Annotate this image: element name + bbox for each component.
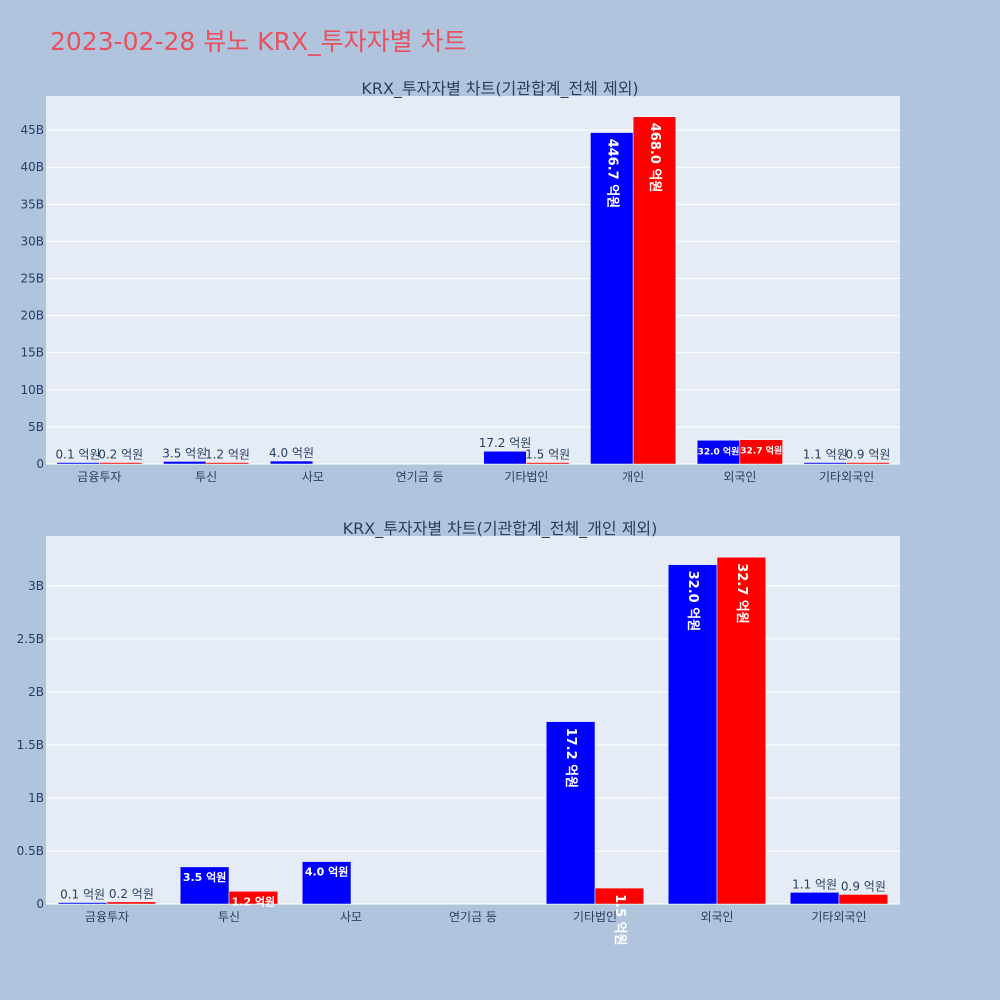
- x-tick-label: 투신: [218, 910, 240, 924]
- data-label: 1.2 억원: [232, 894, 276, 908]
- data-label: 468.0 억원: [647, 123, 662, 193]
- x-tick-label: 연기금 등: [396, 470, 444, 484]
- data-label: 0.2 억원: [109, 887, 154, 901]
- bar: [179, 866, 230, 905]
- data-label: 32.0 억원: [685, 571, 700, 632]
- bar: [106, 901, 157, 905]
- y-tick-label: 0.5B: [17, 844, 44, 858]
- chart-investor-all: 0 5B 10B 15B 20B 25B 30B 35B 40B 45B KRX_투자자별 차트(기…: [20, 79, 900, 484]
- y-tick-label: 10B: [20, 383, 44, 397]
- chart-title: KRX_투자자별 차트(기관합계_전체_개인 제외): [343, 519, 658, 539]
- bar: [594, 887, 645, 905]
- chart-investor-excl-individual: 0 0.5B 1B 1.5B 2B 2.5B 3B KRX_투자자별 차트(기관합계_전체_개…: [17, 519, 900, 946]
- data-label: 32.0 억원: [698, 445, 740, 457]
- y-tick-label: 0: [36, 897, 44, 911]
- data-label: 4.0 억원: [305, 865, 349, 879]
- data-label: 17.2 억원: [479, 436, 532, 450]
- bar: [838, 894, 889, 905]
- bar: [803, 462, 847, 465]
- bar: [632, 116, 677, 465]
- data-label: 0.1 억원: [60, 888, 105, 902]
- bar: [545, 721, 596, 905]
- chart-title: KRX_투자자별 차트(기관합계_전체 제외): [361, 79, 638, 99]
- data-label: 0.9 억원: [841, 879, 886, 893]
- bar: [846, 462, 890, 465]
- x-tick-label: 사모: [302, 470, 324, 484]
- y-tick-label: 40B: [20, 160, 44, 174]
- bar: [269, 460, 314, 465]
- x-tick-label: 개인: [622, 470, 644, 484]
- data-label: 32.7 억원: [740, 445, 782, 457]
- bar: [163, 461, 207, 465]
- data-label: 4.0 억원: [269, 446, 314, 460]
- y-tick-label: 2B: [28, 685, 44, 699]
- data-label: 1.2 억원: [205, 448, 250, 462]
- bar: [205, 462, 250, 465]
- bar: [526, 462, 570, 465]
- x-tick-label: 외국인: [700, 910, 733, 924]
- x-tick-label: 기타법인: [573, 910, 617, 924]
- x-tick-label: 외국인: [723, 470, 756, 484]
- data-label: 32.7 억원: [734, 563, 749, 624]
- y-tick-label: 20B: [20, 309, 44, 323]
- data-label: 17.2 억원: [563, 728, 578, 789]
- data-label: 1.1 억원: [792, 877, 837, 891]
- y-tick-label: 1.5B: [17, 738, 44, 752]
- bar: [483, 450, 527, 465]
- y-tick-label: 5B: [28, 420, 44, 434]
- x-tick-label: 연기금 등: [449, 910, 497, 924]
- page-title: 2023-02-28 뷰노 KRX_투자자별 차트: [50, 27, 467, 56]
- y-tick-label: 3B: [28, 579, 44, 593]
- y-tick-label: 1B: [28, 791, 44, 805]
- bar: [228, 891, 279, 905]
- data-label: 0.2 억원: [98, 448, 143, 462]
- bar: [56, 462, 100, 465]
- x-tick-label: 투신: [195, 470, 217, 484]
- y-tick-label: 15B: [20, 346, 44, 360]
- data-label: 1.5 억원: [525, 448, 570, 462]
- bar: [99, 462, 143, 465]
- y-tick-label: 35B: [20, 197, 44, 211]
- bar: [301, 861, 352, 905]
- bar: [739, 439, 783, 465]
- bar: [716, 556, 767, 905]
- data-label: 3.5 억원: [162, 446, 207, 460]
- y-tick-label: 2.5B: [17, 632, 44, 646]
- x-tick-label: 기타법인: [504, 470, 548, 484]
- data-label: 1.1 억원: [803, 448, 848, 462]
- bar: [667, 564, 718, 905]
- data-label: 0.9 억원: [845, 448, 890, 462]
- data-label: 446.7 억원: [604, 139, 619, 209]
- bar: [789, 892, 840, 905]
- y-tick-label: 30B: [20, 234, 44, 248]
- data-label: 1.5 억원: [612, 894, 627, 945]
- y-tick-label: 0: [36, 457, 44, 471]
- y-tick-label: 25B: [20, 272, 44, 286]
- data-label: 0.1 억원: [56, 448, 101, 462]
- x-tick-label: 금융투자: [85, 910, 129, 924]
- plot-area: [46, 96, 900, 464]
- bar: [590, 132, 634, 465]
- data-label: 3.5 억원: [183, 870, 227, 884]
- x-tick-label: 사모: [340, 910, 362, 924]
- x-tick-label: 기타외국인: [819, 470, 874, 484]
- plot-area: [46, 536, 900, 904]
- x-tick-label: 기타외국인: [811, 910, 866, 924]
- x-tick-label: 금융투자: [77, 470, 121, 484]
- bar: [57, 902, 108, 905]
- y-tick-label: 45B: [20, 123, 44, 137]
